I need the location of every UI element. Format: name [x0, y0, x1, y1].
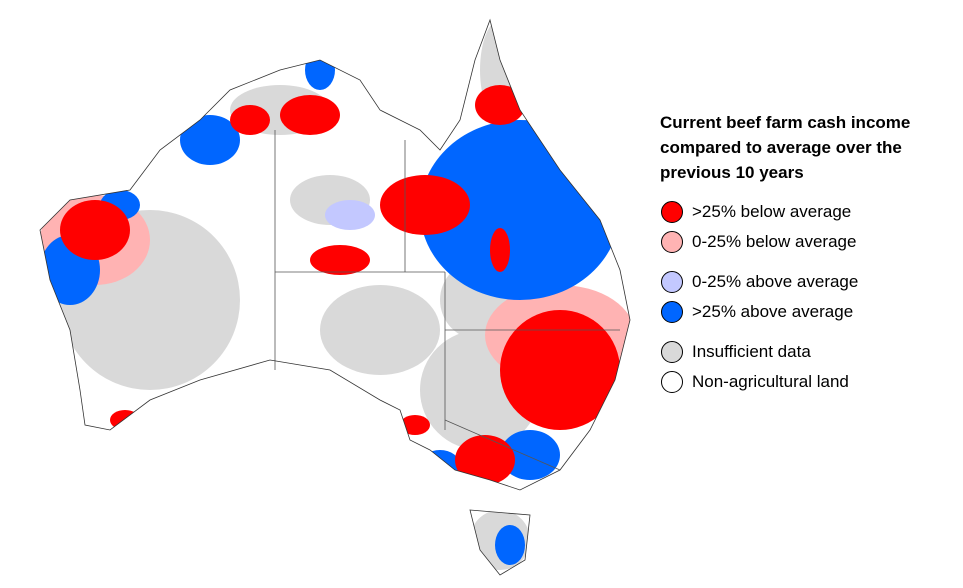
- legend-marker: [661, 271, 683, 293]
- legend-item: 0-25% above average: [660, 267, 950, 297]
- legend-label: Non-agricultural land: [692, 372, 849, 391]
- coastline: [39, 18, 631, 576]
- legend-item: >25% below average: [660, 197, 950, 227]
- legend-item: Non-agricultural land: [660, 367, 950, 397]
- legend-label: 0-25% above average: [692, 272, 859, 291]
- legend-group: >25% below average 0-25% below average: [660, 197, 950, 257]
- legend-group: 0-25% above average >25% above average: [660, 267, 950, 327]
- legend-marker: [661, 201, 683, 223]
- legend-label: >25% below average: [692, 202, 852, 221]
- regions: [40, 20, 630, 570]
- legend-marker: [661, 301, 683, 323]
- legend-title: Current beef farm cash income compared t…: [660, 113, 911, 182]
- legend: Current beef farm cash income compared t…: [660, 110, 950, 407]
- legend-marker: [661, 341, 683, 363]
- legend-swatch: [661, 231, 683, 253]
- legend-item: >25% above average: [660, 297, 950, 327]
- legend-swatch: [661, 271, 683, 293]
- legend-label: 0-25% below average: [692, 232, 857, 251]
- legend-item: Insufficient data: [660, 337, 950, 367]
- legend-item: 0-25% below average: [660, 227, 950, 257]
- legend-swatch: [661, 201, 683, 223]
- state-borders: [274, 130, 620, 471]
- legend-label: >25% above average: [692, 302, 854, 321]
- legend-swatch: [661, 371, 683, 393]
- legend-label: Insufficient data: [692, 342, 811, 361]
- legend-swatch: [661, 341, 683, 363]
- legend-swatch: [661, 301, 683, 323]
- map: [39, 18, 631, 576]
- legend-marker: [661, 371, 683, 393]
- legend-marker: [661, 231, 683, 253]
- legend-group: Insufficient data Non-agricultural land: [660, 337, 950, 397]
